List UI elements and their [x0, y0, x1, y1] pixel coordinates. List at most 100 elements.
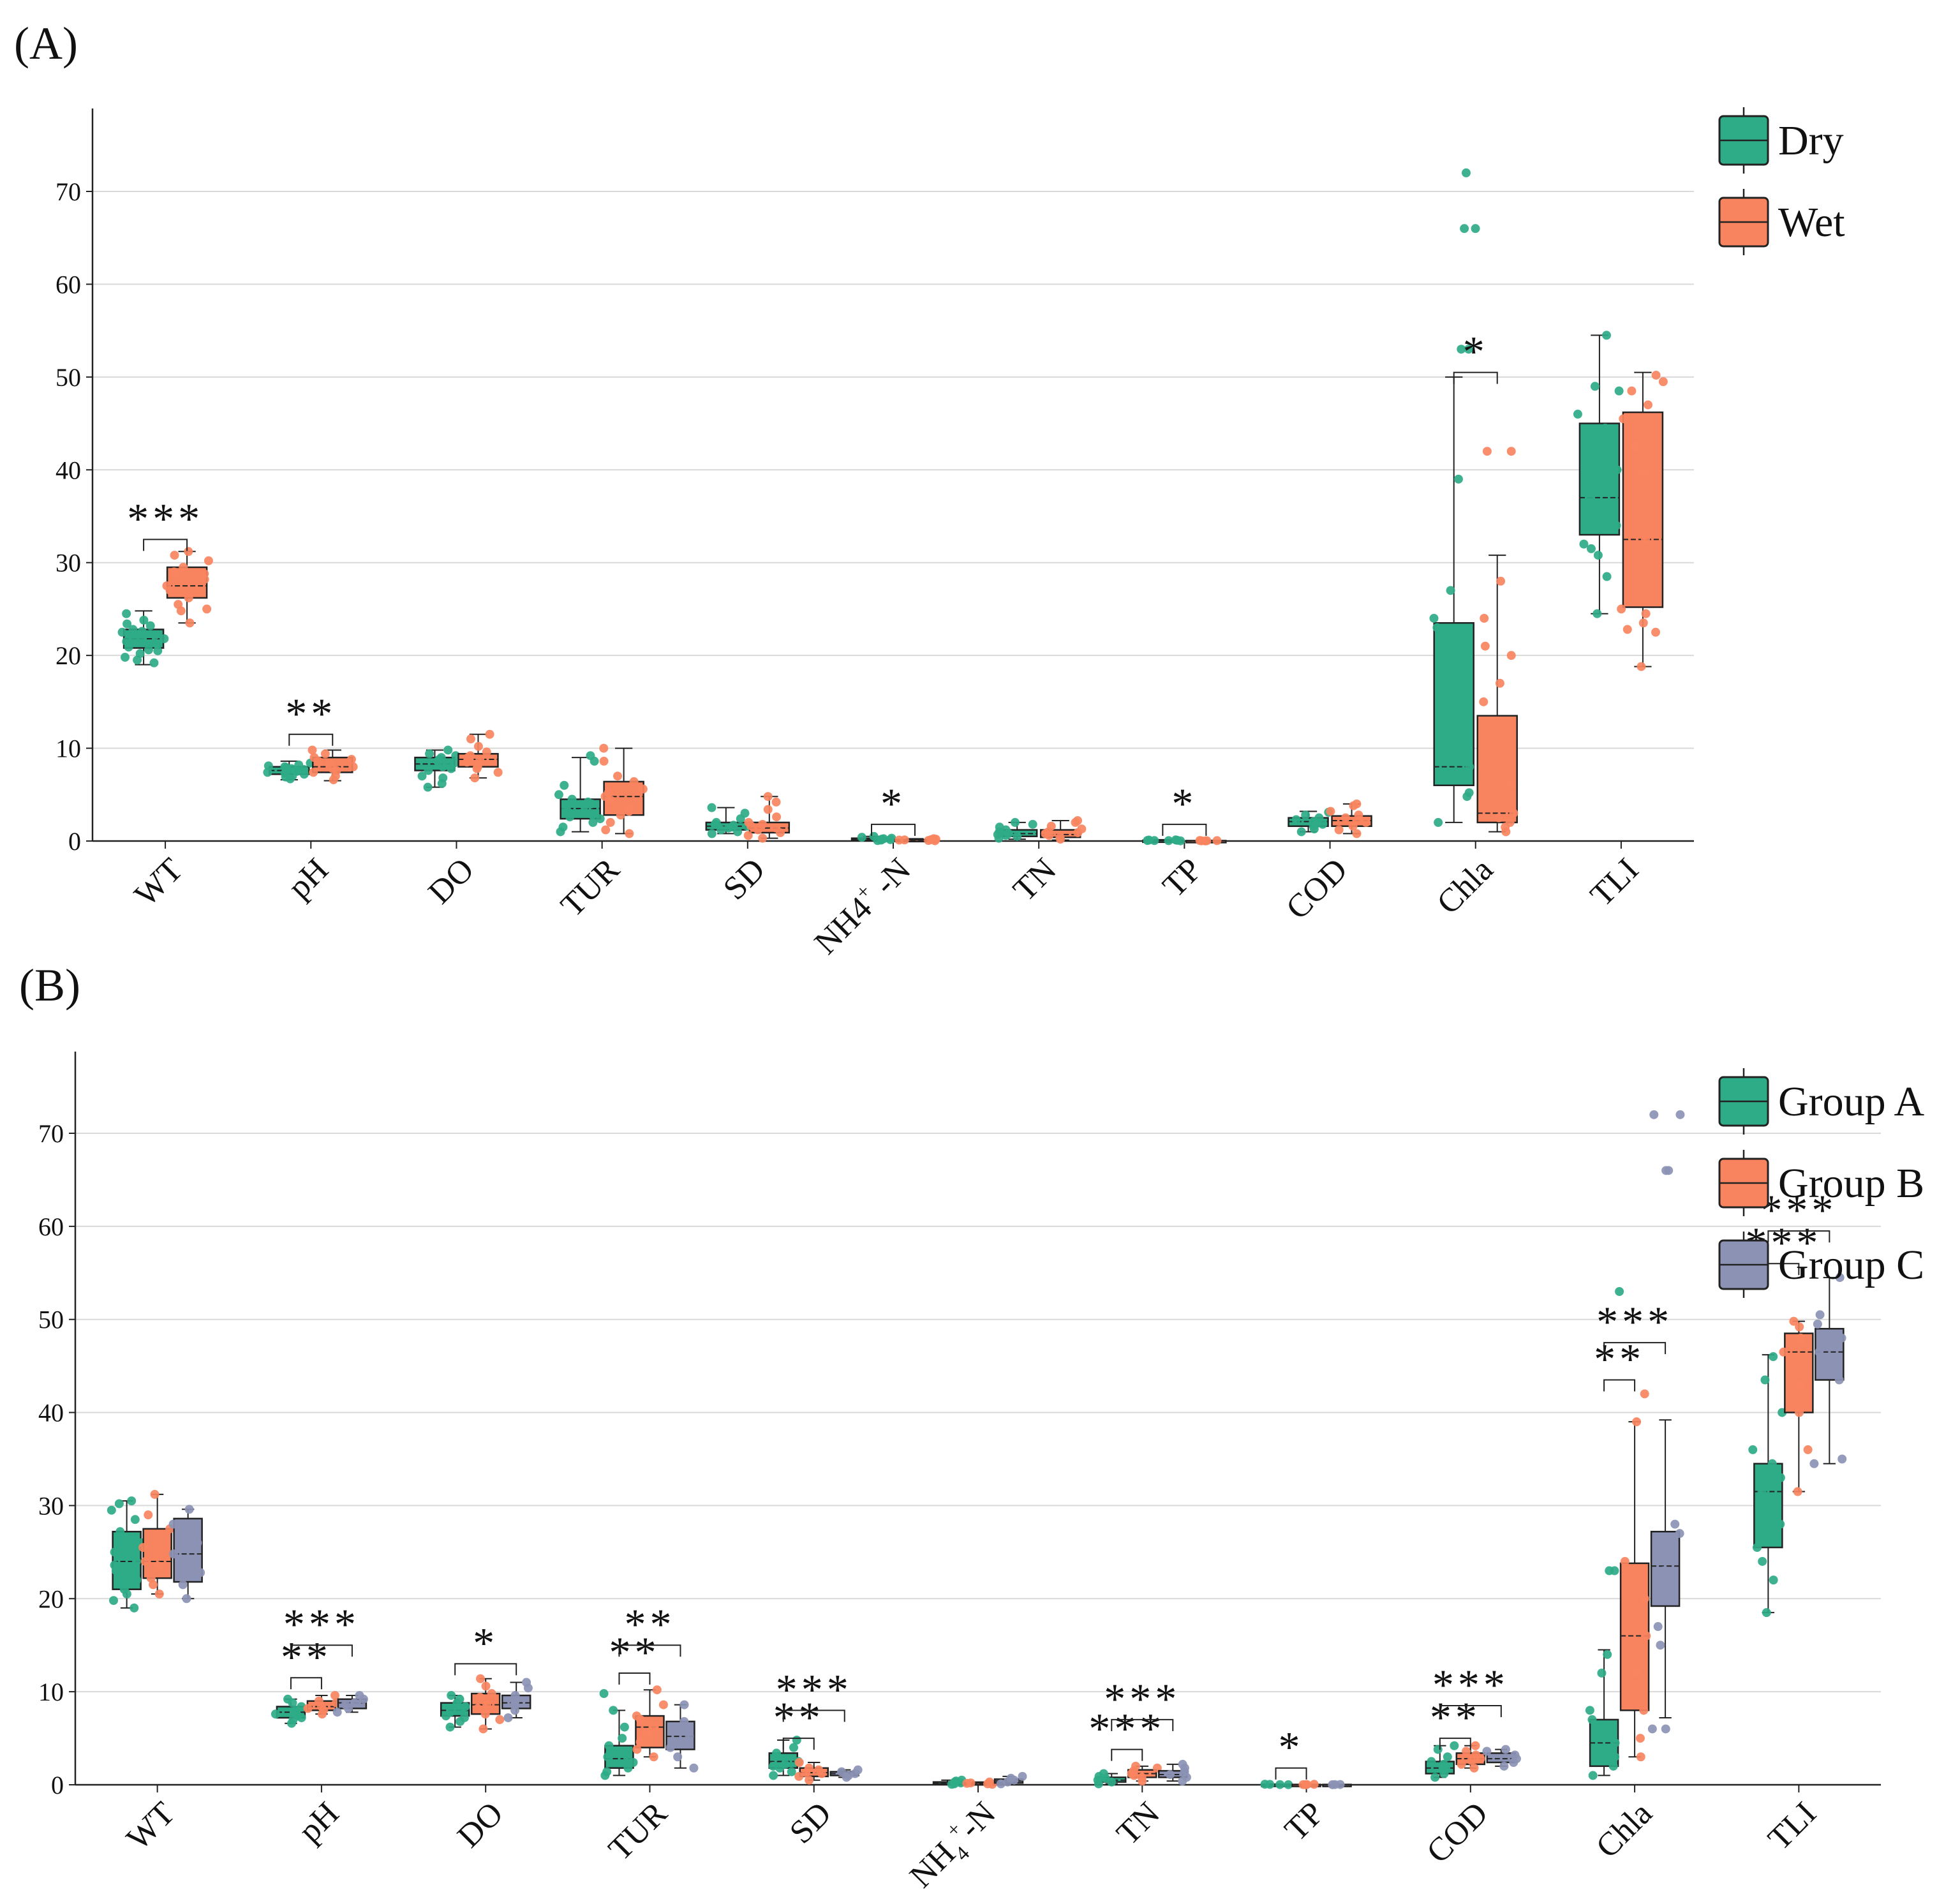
- significance-bracket: [782, 1738, 815, 1750]
- data-point: [1354, 810, 1363, 820]
- data-point: [1506, 780, 1516, 790]
- data-point: [1603, 1650, 1612, 1659]
- significance-bracket: [288, 733, 334, 746]
- significance-a-ph-1: **: [285, 689, 336, 746]
- data-point: [425, 749, 434, 759]
- data-point: [1573, 410, 1582, 419]
- data-point: [794, 1757, 804, 1767]
- data-point: [1670, 1519, 1680, 1529]
- data-point: [1471, 1750, 1481, 1760]
- box-body: [1622, 411, 1664, 608]
- data-point: [1590, 382, 1600, 391]
- data-point: [476, 1674, 486, 1683]
- category-label-sd: SD: [783, 1795, 838, 1851]
- panel-b-label: (B): [19, 960, 80, 1011]
- data-point: [853, 1765, 863, 1775]
- category-label-tli: TLI: [1761, 1795, 1823, 1857]
- data-point: [107, 1505, 116, 1515]
- significance-b-sd-5: **: [773, 1693, 820, 1750]
- box-a-wet-tn: [1039, 816, 1087, 844]
- data-point: [1429, 613, 1439, 623]
- data-point: [1809, 1459, 1819, 1468]
- data-point: [1586, 493, 1596, 502]
- data-point: [1661, 1166, 1671, 1175]
- significance-label: **: [624, 1600, 675, 1648]
- box-a-dry-sd: [705, 803, 752, 838]
- data-point: [281, 763, 291, 773]
- data-point: [355, 1690, 364, 1700]
- data-point: [434, 755, 444, 764]
- data-point: [1144, 835, 1154, 845]
- data-point: [711, 817, 721, 827]
- data-point: [110, 1547, 119, 1557]
- data-point: [522, 1678, 531, 1687]
- data-point: [1284, 1780, 1293, 1789]
- data-point: [308, 745, 317, 755]
- data-point: [493, 768, 503, 777]
- data-point: [1046, 821, 1056, 831]
- data-point: [1073, 828, 1083, 837]
- box-b-group-c-cod: [1482, 1745, 1521, 1771]
- box-a-wet-tli: [1617, 370, 1668, 671]
- data-point: [1796, 1333, 1806, 1343]
- legend-label-group-c: Group C: [1778, 1242, 1924, 1288]
- data-point: [679, 1717, 689, 1726]
- legend-item-b-group-c: Group C: [1718, 1232, 1924, 1298]
- data-point: [482, 1700, 492, 1709]
- data-point: [182, 1594, 191, 1604]
- data-point: [857, 833, 866, 842]
- data-point: [1637, 662, 1646, 671]
- significance-bracket: [454, 1663, 517, 1676]
- data-point: [1614, 386, 1624, 396]
- significance-bracket: [290, 1677, 322, 1690]
- data-point: [449, 758, 459, 768]
- box-b-group-b-tur: [632, 1685, 668, 1762]
- data-point: [1480, 641, 1490, 651]
- data-point: [772, 1748, 782, 1758]
- data-point: [966, 1778, 976, 1788]
- y-tick-label-30: 30: [38, 1491, 64, 1520]
- significance-b-ph-1: ***: [283, 1600, 356, 1657]
- data-point: [455, 1694, 464, 1704]
- box-body: [1578, 422, 1621, 536]
- data-point: [603, 1752, 612, 1762]
- legend-label-group-b: Group B: [1778, 1160, 1924, 1207]
- category-label-tn: TN: [1006, 851, 1063, 908]
- significance-a-chla-4: *: [1453, 327, 1498, 384]
- data-point: [1748, 1445, 1758, 1454]
- data-point: [154, 1561, 163, 1571]
- data-point: [601, 825, 611, 835]
- data-point: [1462, 1746, 1471, 1756]
- data-point: [1055, 833, 1065, 842]
- data-point: [679, 1700, 689, 1709]
- data-point: [1457, 1759, 1466, 1769]
- data-point: [1640, 1389, 1649, 1399]
- data-point: [746, 821, 756, 831]
- data-point: [794, 1771, 804, 1781]
- data-point: [179, 562, 188, 572]
- data-point: [309, 768, 318, 777]
- data-point: [1432, 623, 1442, 632]
- y-tick-label-0: 0: [68, 827, 81, 856]
- significance-label: **: [285, 689, 336, 738]
- data-point: [1496, 576, 1506, 586]
- data-point: [1605, 502, 1614, 512]
- data-point: [616, 810, 625, 820]
- box-a-dry-chla: [1429, 168, 1480, 827]
- box-b-group-b-tp: [1291, 1780, 1321, 1789]
- data-point: [1011, 817, 1020, 827]
- data-point: [1605, 1566, 1614, 1575]
- data-point: [196, 1568, 205, 1577]
- category-label-wt: WT: [128, 851, 189, 913]
- data-point: [1661, 1724, 1670, 1734]
- significance-b-tp-9: *: [1275, 1723, 1307, 1780]
- data-point: [632, 1745, 642, 1754]
- data-point: [131, 1556, 141, 1566]
- y-tick-label-10: 10: [38, 1678, 64, 1706]
- significance-b-sd-6: ***: [776, 1665, 849, 1722]
- box-body: [1784, 1332, 1814, 1413]
- data-point: [475, 1692, 485, 1702]
- data-point: [1510, 1750, 1520, 1760]
- data-point: [605, 817, 615, 827]
